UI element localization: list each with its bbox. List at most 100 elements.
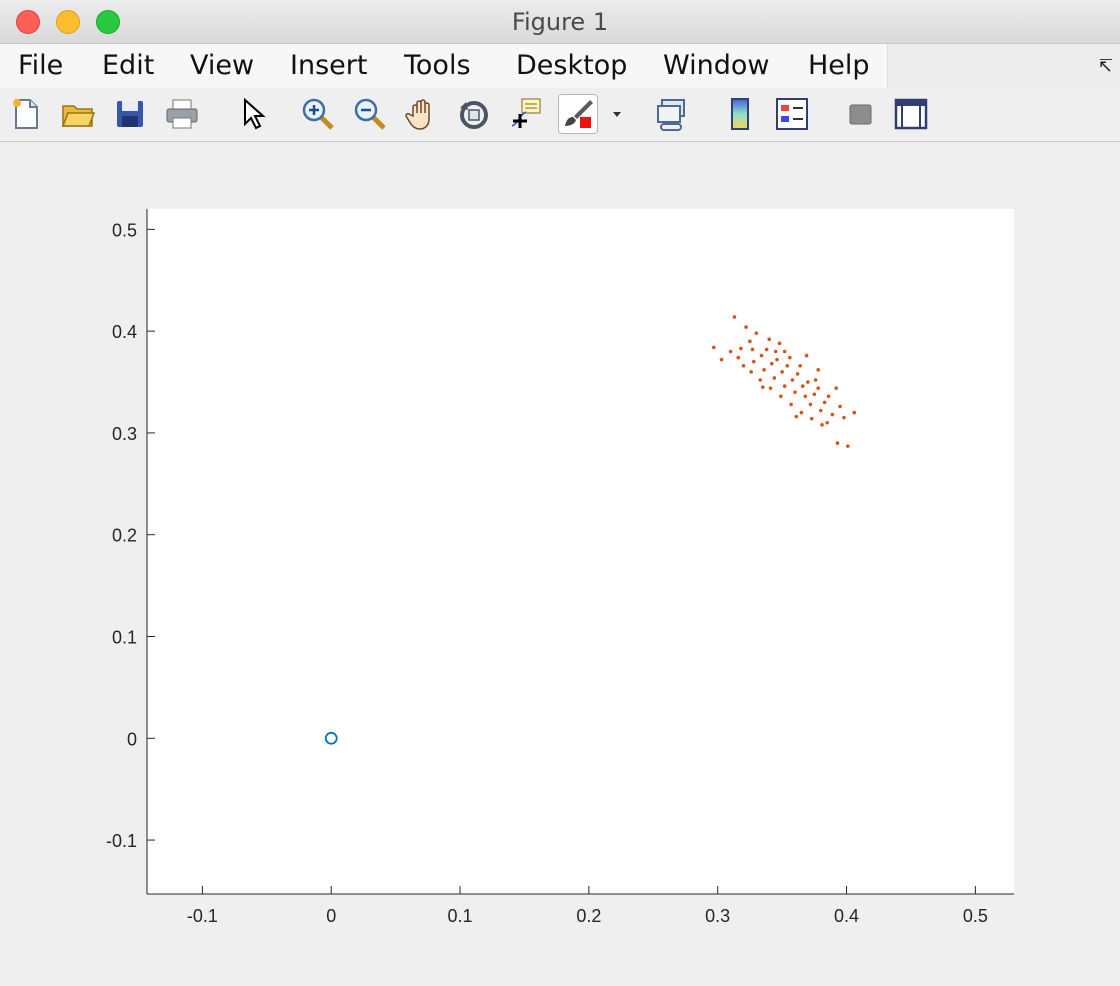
- window-title: Figure 1: [511, 8, 609, 36]
- sample-point: [788, 355, 792, 360]
- sample-point: [800, 384, 805, 388]
- sample-point: [794, 414, 799, 419]
- y-tick-label: 0: [127, 729, 137, 749]
- sample-point: [789, 402, 793, 407]
- sample-point: [812, 392, 817, 397]
- sample-point: [798, 363, 802, 368]
- axes-background: [147, 209, 1014, 894]
- legend-icon[interactable]: [772, 94, 812, 134]
- sample-point: [808, 402, 813, 407]
- y-tick-label: 0.3: [112, 424, 137, 444]
- rotate-3d-icon[interactable]: [454, 94, 494, 134]
- sample-point: [768, 386, 773, 390]
- menu-desktop[interactable]: Desktop: [516, 50, 628, 81]
- show-plot-tools-icon[interactable]: [891, 94, 931, 134]
- data-cursor-icon[interactable]: [506, 94, 546, 134]
- x-tick-label: 0.2: [576, 906, 601, 926]
- menu-file[interactable]: File: [18, 50, 64, 81]
- sample-point: [744, 325, 748, 329]
- axis-ticks: -0.1 0 0.1 0.2 0.3 0.4 0.5 -0.1 0 0.1 0.2 0.3 0.4 0.5: [106, 220, 988, 926]
- sample-point: [741, 363, 746, 368]
- sample-point: [772, 376, 777, 380]
- y-tick-label: 0.2: [112, 526, 137, 546]
- close-window-button[interactable]: [16, 10, 40, 34]
- sample-point: [749, 370, 753, 374]
- sample-point: [732, 315, 737, 319]
- sample-point: [767, 337, 772, 342]
- sample-point: [799, 410, 804, 415]
- menu-view[interactable]: View: [190, 50, 255, 81]
- sample-point: [795, 372, 800, 376]
- menu-window[interactable]: Window: [663, 50, 770, 81]
- sample-point: [809, 416, 814, 421]
- new-figure-icon[interactable]: [6, 94, 46, 134]
- sample-point: [820, 422, 824, 427]
- menu-insert[interactable]: Insert: [290, 50, 368, 81]
- y-tick-label: 0.5: [112, 220, 137, 240]
- sample-point: [782, 384, 787, 388]
- y-tick-label: 0.4: [112, 322, 137, 342]
- zoom-window-button[interactable]: [96, 10, 120, 34]
- save-icon[interactable]: [110, 94, 150, 134]
- sample-point: [822, 400, 827, 405]
- x-tick-label: 0.4: [834, 906, 859, 926]
- sample-point: [777, 341, 782, 346]
- sample-point: [816, 386, 820, 390]
- sample-point: [779, 394, 783, 399]
- link-plot-icon[interactable]: [652, 94, 692, 134]
- minimize-window-button[interactable]: [56, 10, 80, 34]
- brush-icon[interactable]: [558, 94, 598, 134]
- sample-point: [770, 361, 774, 366]
- open-file-icon[interactable]: [58, 94, 98, 134]
- sample-point: [773, 349, 778, 354]
- sample-point: [762, 368, 766, 372]
- hide-plot-tools-icon[interactable]: [840, 94, 880, 134]
- y-tick-label: 0.1: [112, 627, 137, 647]
- zoom-out-icon[interactable]: [350, 94, 390, 134]
- sample-point: [739, 346, 743, 351]
- edit-plot-arrow-icon[interactable]: [232, 94, 272, 134]
- title-bar: Figure 1: [0, 0, 1120, 44]
- sample-point: [760, 385, 765, 389]
- axes-lines: [146, 209, 1014, 895]
- dock-figure-icon[interactable]: ↸: [1097, 56, 1113, 77]
- sample-point: [728, 349, 733, 354]
- sample-point: [780, 370, 784, 374]
- x-tick-label: -0.1: [187, 906, 218, 926]
- sample-point: [830, 412, 835, 417]
- brush-options-dropdown-icon[interactable]: [606, 94, 628, 134]
- sample-point: [816, 368, 820, 372]
- x-tick-label: 0.1: [448, 906, 473, 926]
- sample-point: [758, 378, 763, 382]
- sample-point: [751, 359, 756, 364]
- sample-point: [712, 345, 716, 350]
- menu-help[interactable]: Help: [808, 50, 870, 81]
- sample-point: [818, 408, 823, 413]
- data-points: [324, 315, 857, 745]
- zoom-in-icon[interactable]: [298, 94, 338, 134]
- sample-point: [813, 378, 818, 382]
- sample-point: [825, 420, 830, 425]
- sample-point: [804, 353, 809, 358]
- sample-point: [793, 390, 797, 395]
- sample-point: [750, 347, 755, 352]
- sample-point: [852, 410, 857, 415]
- menu-bar-filler: ↸: [887, 44, 1120, 88]
- sample-point: [803, 394, 808, 399]
- pan-hand-icon[interactable]: [402, 94, 442, 134]
- print-icon[interactable]: [162, 94, 202, 134]
- menu-tools[interactable]: Tools: [404, 50, 471, 81]
- origin-marker: [324, 731, 338, 745]
- colorbar-icon[interactable]: [720, 94, 760, 134]
- sample-point: [782, 349, 787, 354]
- sample-point: [838, 404, 842, 409]
- sample-point: [764, 347, 769, 352]
- y-tick-label: -0.1: [106, 831, 137, 851]
- sample-point: [790, 378, 795, 382]
- sample-point: [846, 444, 850, 448]
- menu-edit[interactable]: Edit: [102, 50, 155, 81]
- figure-toolbar: [0, 88, 1120, 142]
- sample-point: [759, 353, 764, 358]
- x-tick-label: 0.3: [705, 906, 730, 926]
- x-tick-label: 0.5: [963, 906, 988, 926]
